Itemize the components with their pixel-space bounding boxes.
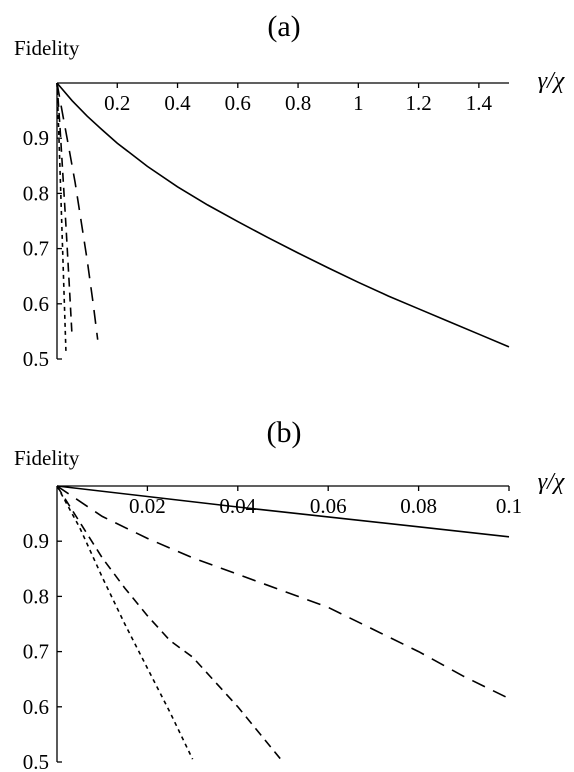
y-tick-label: 0.6 bbox=[23, 292, 49, 316]
series-line-short-dash bbox=[56, 485, 194, 760]
x-tick-label: 0.08 bbox=[400, 494, 437, 518]
series-line-medium-dash bbox=[56, 485, 284, 763]
chart-panel-b: (b) Fidelity γ/χ 0.02 0.04 0.06 0.08 0.10.90… bbox=[14, 416, 566, 772]
series-group bbox=[56, 82, 510, 354]
series-line-long-dash bbox=[56, 82, 99, 340]
panel-label: (a) bbox=[267, 10, 300, 43]
y-axis-label: Fidelity bbox=[14, 446, 80, 470]
tick-group: 0.2 0.4 0.6 0.8 1 1.2 1.4 0.9 0.8 0.7 0.6 0.5 bbox=[23, 83, 493, 371]
y-tick-label: 0.9 bbox=[23, 126, 49, 150]
y-tick-label: 0.8 bbox=[23, 181, 49, 205]
x-tick-label: 1.4 bbox=[466, 91, 493, 115]
series-group bbox=[56, 485, 510, 763]
series-line-medium-dash bbox=[56, 82, 73, 337]
x-tick-label: 0.06 bbox=[310, 494, 347, 518]
x-tick-label: 0.2 bbox=[104, 91, 130, 115]
y-tick-label: 0.6 bbox=[23, 695, 49, 719]
y-tick-label: 0.7 bbox=[23, 640, 49, 664]
x-tick-label: 0.6 bbox=[225, 91, 251, 115]
y-tick-label: 0.5 bbox=[23, 347, 49, 371]
series-line-long-dash bbox=[56, 485, 510, 700]
y-tick-label: 0.7 bbox=[23, 237, 49, 261]
x-axis-label: γ/χ bbox=[538, 68, 566, 94]
chart-panel-a: (a) Fidelity γ/χ 0.2 0.4 0.6 0.8 1 1.2 1.40.90… bbox=[14, 10, 566, 371]
x-tick-label: 0.4 bbox=[164, 91, 191, 115]
panel-label: (b) bbox=[267, 416, 302, 449]
y-tick-label: 0.9 bbox=[23, 529, 49, 553]
tick-group: 0.02 0.04 0.06 0.08 0.10.90.80.70.60.5 bbox=[23, 486, 522, 772]
y-tick-label: 0.5 bbox=[23, 750, 49, 772]
series-line-solid bbox=[56, 82, 510, 348]
series-line-short-dash bbox=[56, 82, 67, 354]
y-tick-label: 0.8 bbox=[23, 584, 49, 608]
series-line-solid bbox=[56, 485, 510, 538]
x-tick-label: 0.8 bbox=[285, 91, 311, 115]
x-tick-label: 1.2 bbox=[405, 91, 431, 115]
y-axis-label: Fidelity bbox=[14, 36, 80, 60]
x-axis-label: γ/χ bbox=[538, 469, 566, 495]
x-tick-label: 0.1 bbox=[496, 494, 522, 518]
x-tick-label: 1 bbox=[353, 91, 364, 115]
